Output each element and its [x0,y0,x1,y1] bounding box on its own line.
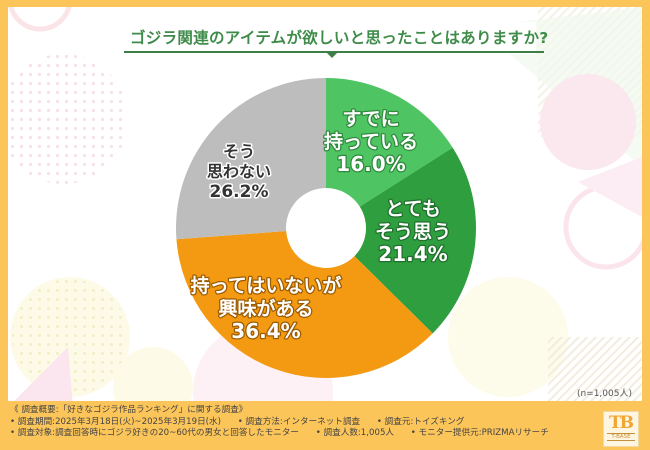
title-pointer-icon [326,52,338,58]
donut-slice [176,231,433,379]
footer-method: • 調査方法:インターネット調査 [237,416,361,427]
slice-category-label: そう思う [375,221,451,243]
sample-size-note: (n=1,005人) [576,389,632,399]
donut-slice [326,78,453,207]
slice-value-label: 16.0% [336,152,405,176]
footer-row-1: • 調査期間:2025年3月18日(火)~2025年3月19日(水) • 調査方… [10,417,563,429]
slice-value-label: 36.4% [231,319,300,343]
chart-title: ゴジラ関連のアイテムが欲しいと思ったことはありますか? [130,29,549,47]
slice-category-label: そう [223,142,255,161]
logo-mark: TB [609,413,634,433]
footer-heading: 《 調査概要:「好きなゴジラ作品ランキング」に関する調査》 [10,405,248,415]
slice-value-label: 26.2% [210,182,269,202]
footer-provider: • モニター提供元:PRIZMAリサーチ [410,428,549,438]
footer-heading-row: 《 調査概要:「好きなゴジラ作品ランキング」に関する調査》 [10,405,563,417]
slice-category-label: 思わない [207,162,271,181]
slice-category-label: すでに [342,108,399,130]
slice-value-label: 21.4% [378,242,447,266]
title-box: ゴジラ関連のアイテムが欲しいと思ったことはありますか? [130,22,549,54]
t-base-logo: TB T-BASE [603,411,639,447]
slice-category-label: 興味がある [218,297,313,320]
slice-category-label: とても [385,198,440,220]
slice-category-label: 持ってはいないが [191,274,342,297]
logo-text: T-BASE [607,433,635,441]
slice-category-label: 持っている [324,130,418,153]
footer-row-2: • 調査対象:調査回答時にゴジラ好きの20~60代の男女と回答したモニター • … [10,428,563,440]
survey-footer: 《 調査概要:「好きなゴジラ作品ランキング」に関する調査》 • 調査期間:202… [10,405,563,440]
footer-source: • 調査元:トイズキング [376,416,465,427]
donut-slice [176,78,326,240]
chart-panel: ゴジラ関連のアイテムが欲しいと思ったことはありますか? すでに 持っている 16.0… [8,7,642,401]
footer-target: • 調査対象:調査回答時にゴジラ好きの20~60代の男女と回答したモニター [10,428,299,438]
footer-period: • 調査期間:2025年3月18日(火)~2025年3月19日(水) [10,416,221,427]
footer-count: • 調査人数:1,005人 [315,428,395,438]
donut-slice [354,147,477,334]
